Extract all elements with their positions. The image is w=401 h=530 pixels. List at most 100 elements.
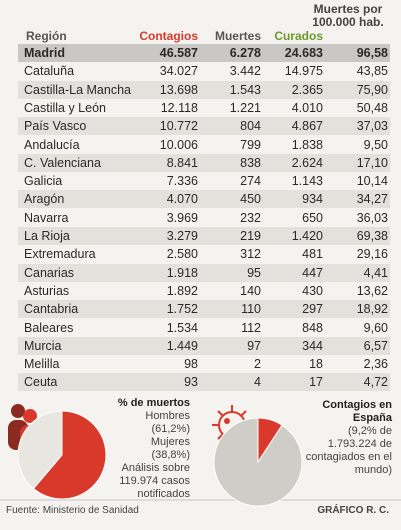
cell-value: 1.752: [166, 302, 198, 317]
cell-value: 10.772: [159, 119, 198, 134]
cell-value: 8.841: [166, 155, 198, 170]
cell-value: 12.118: [160, 100, 198, 115]
region: Galicia: [24, 174, 63, 189]
pie-title: Contagios en España: [322, 399, 392, 424]
cell-value: 43,85: [356, 64, 388, 79]
region: Madrid: [24, 46, 65, 60]
region: C. Valenciana: [24, 155, 101, 170]
cell-value: 9,60: [363, 320, 388, 335]
cell-value: 4.070: [166, 192, 198, 207]
cell-value: 50,48: [356, 100, 388, 115]
cell-value: 838: [240, 155, 261, 170]
pie-title: % de muertos: [117, 397, 190, 409]
legend-label: Hombres: [145, 410, 190, 422]
cell-value: 3.279: [166, 229, 198, 243]
region: Asturias: [24, 283, 70, 298]
table-row: [18, 44, 390, 62]
cell-value: 219: [240, 229, 261, 243]
cell-value: 430: [302, 283, 323, 298]
cell-value: 34.027: [159, 64, 198, 79]
cell-value: 6,57: [363, 338, 388, 353]
cell-value: 46.587: [159, 46, 198, 60]
cell-value: 9,50: [363, 137, 388, 152]
table-row: [18, 208, 390, 227]
table-row: [18, 117, 390, 136]
region: Cantabria: [24, 302, 79, 317]
region: Cataluña: [24, 64, 75, 79]
table-row: [18, 355, 390, 374]
table-row: [18, 62, 390, 81]
cell-value: 96,58: [356, 46, 388, 60]
region: Ceuta: [24, 375, 58, 390]
region: Murcia: [24, 338, 62, 353]
region: Castilla y León: [24, 100, 106, 115]
cell-value: 4: [254, 375, 261, 390]
pie-note: (9,2% de 1.793.224 de contagiados en el …: [305, 425, 392, 476]
cell-value: 10,14: [356, 174, 388, 189]
column-header: Región: [26, 29, 67, 43]
cell-value: 1.221: [229, 100, 261, 115]
table-row: [18, 373, 390, 392]
cell-value: 1.449: [166, 338, 198, 353]
cell-value: 274: [240, 174, 261, 189]
legend-percent: (61,2%): [151, 423, 190, 435]
column-header: Muertes: [214, 29, 261, 43]
cell-value: 650: [302, 210, 323, 225]
table-row: [18, 80, 390, 99]
table-row: [18, 336, 390, 355]
table-row: [18, 263, 390, 282]
cell-value: 447: [302, 265, 323, 280]
cell-value: 2.624: [291, 155, 323, 170]
cell-value: 1.918: [166, 265, 198, 280]
cell-value: 110: [241, 302, 261, 317]
cell-value: 450: [240, 192, 261, 207]
cell-value: 17,10: [356, 155, 388, 170]
region: Extremadura: [24, 247, 96, 262]
table-row: [18, 281, 390, 300]
cell-value: 14.975: [284, 64, 323, 79]
cell-value: 13.698: [159, 82, 198, 97]
region: Canarias: [24, 265, 75, 280]
cell-value: 848: [302, 320, 323, 335]
cell-value: 97: [247, 338, 261, 353]
cell-value: 13,62: [356, 283, 388, 298]
legend-label: Mujeres: [150, 436, 190, 448]
cell-value: 481: [302, 247, 323, 262]
table-row: [18, 98, 390, 117]
cell-value: 297: [302, 302, 323, 317]
cell-value: 2,36: [363, 357, 388, 372]
region: La Rioja: [24, 229, 70, 243]
region: Castilla-La Mancha: [24, 82, 131, 97]
region: Aragón: [24, 192, 65, 207]
pie-slice: [17, 410, 63, 490]
cell-value: 344: [302, 338, 323, 353]
legend-percent: (38,8%): [151, 449, 190, 461]
cell-value: 112: [241, 320, 261, 335]
cell-value: 1.543: [229, 82, 261, 97]
cell-value: 4,41: [363, 265, 388, 280]
column-header: Curados: [274, 29, 323, 43]
region: Navarra: [24, 210, 69, 225]
cell-value: 4.010: [291, 100, 323, 115]
table-row: [18, 300, 390, 319]
cell-value: 18: [309, 357, 323, 372]
cell-value: 1.534: [166, 320, 198, 335]
cell-value: 1.143: [291, 174, 323, 189]
cell-value: 2.580: [166, 247, 198, 262]
cell-value: 312: [240, 247, 261, 262]
cell-value: 98: [184, 357, 198, 372]
cell-value: 34,27: [356, 192, 388, 207]
cell-value: 95: [247, 265, 261, 280]
cell-value: 799: [240, 137, 261, 152]
table-row: [18, 227, 390, 245]
cell-value: 4.867: [291, 119, 323, 134]
cell-value: 232: [240, 210, 261, 225]
cell-value: 75,90: [356, 82, 388, 97]
cell-value: 3.442: [229, 64, 261, 79]
cell-value: 17: [309, 375, 323, 390]
region: Melilla: [24, 357, 60, 372]
table-row: [18, 172, 390, 191]
pie-slice: [32, 410, 107, 500]
cell-value: 7.336: [166, 174, 198, 189]
